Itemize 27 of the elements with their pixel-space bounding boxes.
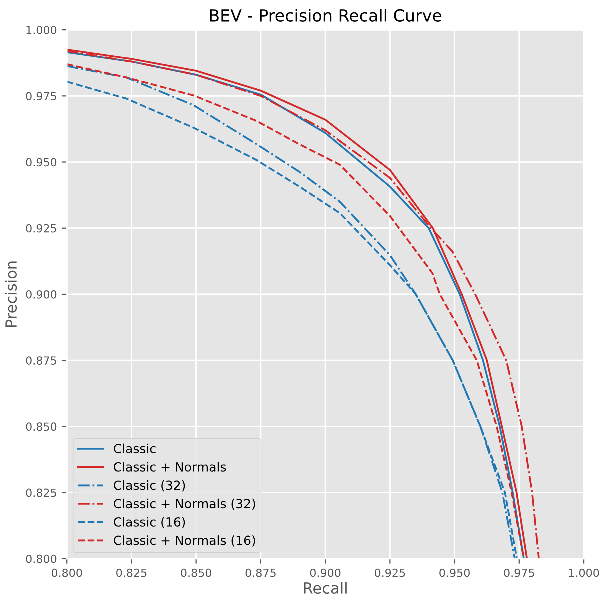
x-tick-label: 0.850 [181, 568, 212, 578]
chart-title: BEV - Precision Recall Curve [210, 9, 442, 22]
y-axis-title: Precision [5, 262, 18, 328]
x-axis-title: Recall [304, 582, 347, 594]
legend-label: Classic (32) [114, 480, 186, 492]
y-tick-label: 0.800 [26, 554, 57, 564]
x-tick-label: 1.000 [569, 568, 599, 578]
legend-label: Classic + Normals (16) [114, 536, 256, 547]
x-tick-label: 0.925 [375, 568, 406, 578]
x-tick-label: 0.800 [52, 568, 82, 578]
y-tick-label: 0.925 [26, 224, 56, 233]
x-tick-label: 0.825 [116, 568, 147, 578]
legend-label: Classic (16) [114, 517, 186, 528]
legend-label: Classic + Normals [114, 462, 226, 472]
y-tick-label: 0.950 [26, 158, 57, 167]
legend-label: Classic [114, 444, 156, 454]
y-tick-label: 0.900 [26, 290, 57, 299]
x-tick-label: 0.950 [440, 568, 470, 578]
y-tick-label: 1.000 [26, 26, 57, 34]
x-tick-label: 0.900 [310, 568, 341, 578]
y-tick-label: 0.825 [26, 488, 56, 498]
legend-label: Classic + Normals (32) [114, 498, 256, 510]
x-tick-label: 0.975 [504, 568, 534, 578]
y-tick-label: 0.875 [26, 356, 56, 365]
y-tick-label: 0.850 [26, 422, 57, 432]
y-tick-label: 0.975 [26, 92, 56, 101]
x-tick-label: 0.875 [246, 568, 276, 578]
